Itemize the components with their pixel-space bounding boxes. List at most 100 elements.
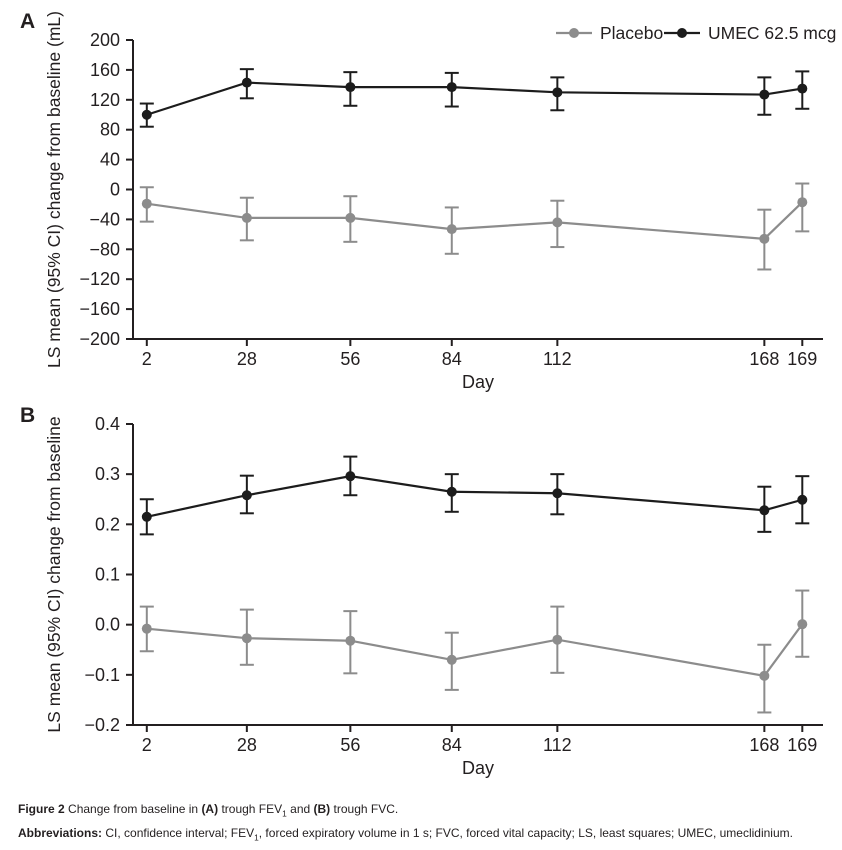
y-tick-label: 0.1 — [95, 565, 120, 585]
caption-segment: 1 — [282, 808, 287, 819]
data-point-marker — [141, 109, 152, 120]
caption-segment: Abbreviations: — [18, 826, 103, 841]
y-tick-label: −160 — [79, 299, 120, 319]
x-tick-label: 169 — [787, 735, 817, 755]
caption-segment: and — [286, 802, 314, 816]
x-tick-label: 168 — [749, 349, 779, 369]
y-tick-label: −0.1 — [84, 665, 120, 685]
y-tick-label: −40 — [89, 209, 120, 229]
series-umec-62-5-mcg — [139, 68, 810, 128]
data-point-marker — [797, 83, 808, 94]
caption-line-2: Abbreviations: CI, confidence interval; … — [18, 823, 824, 847]
x-axis-title: Day — [462, 758, 494, 778]
data-point-marker — [797, 619, 808, 630]
x-tick-label: 84 — [442, 735, 462, 755]
data-point-marker — [345, 471, 356, 482]
caption-segment: CI, confidence interval; FEV — [102, 826, 255, 841]
data-point-marker — [141, 198, 152, 209]
y-tick-label: −120 — [79, 269, 120, 289]
y-tick-label: 200 — [90, 30, 120, 50]
data-point-marker — [446, 654, 457, 665]
y-tick-label: 80 — [100, 120, 120, 140]
data-point-marker — [759, 505, 770, 516]
data-point-marker — [241, 633, 252, 644]
data-point-marker — [446, 82, 457, 93]
legend-marker — [677, 28, 687, 38]
x-tick-label: 56 — [340, 735, 360, 755]
x-tick-label: 112 — [543, 349, 572, 369]
series-umec-62-5-mcg — [139, 455, 810, 536]
x-tick-label: 169 — [787, 349, 817, 369]
data-point-marker — [797, 494, 808, 505]
series-placebo — [139, 589, 810, 714]
caption-segment: Change from baseline in — [64, 802, 202, 816]
y-axis-title: LS mean (95% CI) change from baseline — [44, 416, 64, 732]
data-point-marker — [552, 217, 563, 228]
x-tick-label: 2 — [142, 735, 152, 755]
y-tick-label: −80 — [89, 239, 120, 259]
caption-segment: (A) — [201, 802, 219, 816]
data-point-marker — [345, 212, 356, 223]
x-tick-label: 84 — [442, 349, 462, 369]
x-tick-label: 28 — [237, 349, 257, 369]
data-point-marker — [241, 77, 252, 88]
axes — [132, 40, 823, 340]
y-tick-label: 0.3 — [95, 464, 120, 484]
y-tick-label: 0.0 — [95, 615, 120, 635]
series-placebo — [139, 182, 810, 271]
x-tick-label: 2 — [142, 349, 152, 369]
data-point-marker — [241, 212, 252, 223]
y-tick-label: −0.2 — [84, 715, 120, 735]
data-point-marker — [141, 623, 152, 634]
x-axis-ticks: 2 28 56 84 112 168 169 — [142, 339, 817, 369]
data-point-marker — [241, 490, 252, 501]
x-axis-title: Day — [462, 372, 494, 392]
x-tick-label: 56 — [340, 349, 360, 369]
series-line — [146, 623, 804, 678]
data-point-marker — [446, 486, 457, 497]
axes — [132, 424, 823, 726]
figure-caption: Figure 2 Change from baseline in (A) tro… — [18, 799, 824, 848]
panel-label: B — [20, 404, 35, 427]
data-point-marker — [759, 233, 770, 244]
panel-b-chart: 0.4 0.3 0.2 0.1 0.0 −0.1 −0.2 2 28 56 84 112 168 169 D… — [20, 404, 823, 778]
x-axis-ticks: 2 28 56 84 112 168 169 — [142, 725, 817, 755]
caption-segment: trough FEV — [218, 802, 283, 816]
caption-segment: trough FVC. — [330, 802, 399, 816]
panel-a-chart: 200 160 120 80 40 0 −40 −80 −120 −160 −200 2 28 56 84 1… — [20, 10, 836, 392]
y-tick-label: 0 — [110, 180, 120, 200]
data-point-marker — [345, 82, 356, 93]
data-point-marker — [552, 634, 563, 645]
error-bar — [795, 182, 810, 233]
data-point-marker — [141, 511, 152, 522]
legend: Placebo UMEC 62.5 mcg — [556, 23, 836, 43]
y-tick-label: 40 — [100, 150, 120, 170]
y-axis-title: LS mean (95% CI) change from baseline (m… — [44, 11, 64, 368]
data-point-marker — [345, 635, 356, 646]
data-point-marker — [797, 197, 808, 208]
data-point-marker — [446, 224, 457, 235]
y-tick-label: −200 — [79, 329, 120, 349]
caption-segment: 1 — [254, 832, 259, 843]
data-point-marker — [552, 87, 563, 98]
legend-marker — [569, 28, 579, 38]
x-tick-label: 168 — [749, 735, 779, 755]
caption-segment: Figure 2 — [18, 802, 65, 816]
y-tick-label: 120 — [90, 90, 120, 110]
data-point-marker — [759, 89, 770, 100]
y-axis-ticks: 200 160 120 80 40 0 −40 −80 −120 −160 −200 — [79, 30, 133, 349]
data-point-marker — [552, 488, 563, 499]
legend-label: Placebo — [600, 23, 663, 43]
y-tick-label: 0.2 — [95, 514, 120, 534]
y-tick-label: 160 — [90, 60, 120, 80]
caption-line-1: Figure 2 Change from baseline in (A) tro… — [18, 799, 824, 823]
x-tick-label: 28 — [237, 735, 257, 755]
x-tick-label: 112 — [543, 735, 572, 755]
caption-segment: (B) — [313, 802, 331, 816]
data-point-marker — [759, 670, 770, 681]
y-axis-ticks: 0.4 0.3 0.2 0.1 0.0 −0.1 −0.2 — [84, 414, 133, 735]
y-tick-label: 0.4 — [95, 414, 120, 434]
legend-label: UMEC 62.5 mcg — [708, 23, 836, 43]
panel-label: A — [20, 10, 35, 33]
